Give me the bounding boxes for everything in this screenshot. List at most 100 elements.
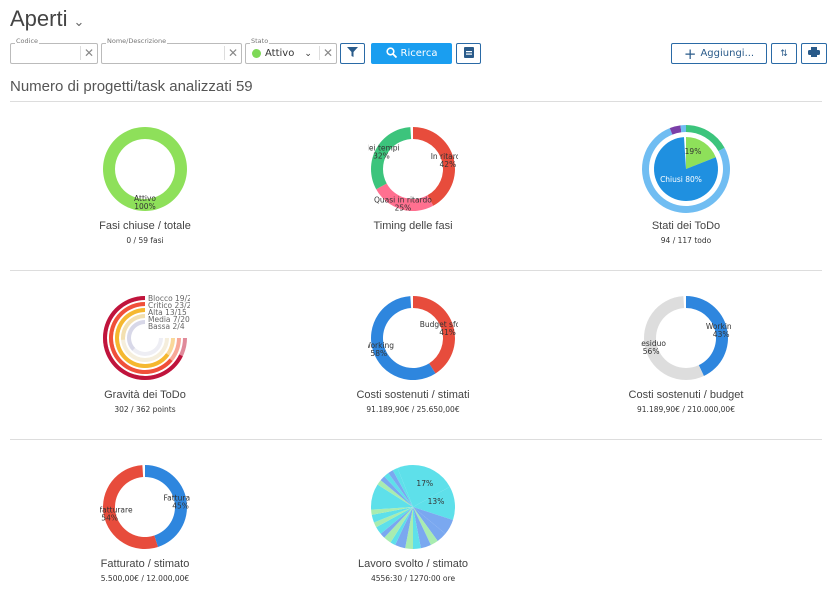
chart-slice[interactable]: [380, 507, 413, 538]
chart-slice[interactable]: [371, 507, 413, 523]
slice-value: 43%: [713, 330, 730, 339]
chart-slice[interactable]: [686, 137, 716, 169]
search-icon: [385, 46, 397, 61]
chevron-down-icon[interactable]: ⌄: [73, 14, 85, 29]
divider: [10, 439, 822, 440]
filter-button[interactable]: [340, 43, 365, 64]
chart-slice[interactable]: [405, 507, 413, 549]
chart-slice[interactable]: [680, 125, 686, 133]
slice-value: 100%: [134, 202, 155, 211]
chart-slice[interactable]: [686, 125, 725, 152]
slice-label: Chiusi 80%: [660, 175, 702, 184]
chart-slice[interactable]: [371, 484, 413, 510]
slice-value: 58%: [370, 349, 387, 358]
chart-slice[interactable]: [102, 465, 158, 549]
sort-icon: ⇅: [780, 48, 788, 59]
codice-field[interactable]: Codice ✕: [10, 37, 98, 64]
slice-value: 42%: [440, 160, 457, 169]
slice-label: Working: [706, 322, 731, 331]
clear-icon[interactable]: ✕: [318, 46, 333, 60]
slice-label: Nei tempi: [368, 144, 400, 153]
chart-slice[interactable]: [376, 183, 434, 211]
chart-title: Fasi chiuse / totale: [99, 220, 191, 232]
chart-title: Costi sostenuti / stimati: [356, 389, 470, 401]
chart-slice[interactable]: [390, 507, 413, 546]
chart-slice[interactable]: [654, 137, 718, 201]
chevron-down-icon: ⌄: [304, 48, 312, 59]
chart-slice[interactable]: [669, 125, 682, 135]
search-button[interactable]: Ricerca: [371, 43, 452, 64]
chart-slice[interactable]: [384, 507, 413, 543]
sort-button[interactable]: ⇅: [771, 43, 797, 64]
nome-label: Nome/Descrizione: [106, 37, 168, 45]
chart-slice[interactable]: [395, 507, 413, 549]
chart-subtitle: [293, 236, 533, 245]
page-title[interactable]: Aperti ⌄: [10, 6, 84, 32]
legend-item: Critico 23/27: [148, 301, 190, 310]
legend-item: Alta 13/15: [148, 308, 187, 317]
stato-select[interactable]: Stato Attivo ⌄ ✕: [245, 37, 337, 64]
slice-label: Fatturato: [164, 493, 190, 502]
chart-slice[interactable]: [377, 480, 413, 507]
chart-slice[interactable]: [644, 296, 704, 380]
chart-title: Fatturato / stimato: [100, 558, 190, 570]
save-button[interactable]: [456, 43, 481, 64]
codice-label: Codice: [15, 37, 40, 45]
add-button[interactable]: + Aggiungi...: [671, 43, 767, 64]
radial-bar[interactable]: [127, 320, 145, 351]
chart-slice[interactable]: [413, 127, 455, 206]
print-button[interactable]: [801, 43, 827, 64]
legend-item: Bassa 2/4: [148, 322, 185, 331]
chart-slice[interactable]: [413, 296, 455, 374]
slice-label: Quasi in ritardo: [374, 196, 432, 205]
status-dot: [252, 49, 261, 58]
chart-slice[interactable]: [376, 507, 413, 534]
divider: [10, 270, 822, 271]
chart-slice[interactable]: [686, 296, 728, 377]
slice-value: 45%: [172, 501, 189, 510]
chart-slice[interactable]: [384, 473, 413, 507]
chart-card-lavoro: 17% 13% Lavoro svolto / stimato 4556:30 / 1…: [293, 462, 533, 583]
chart-subtitle: 5.500,00€ / 12.000,00€: [100, 574, 190, 583]
chart-slice[interactable]: [371, 127, 412, 190]
chart-slice[interactable]: [413, 507, 438, 546]
slice-label: 17%: [416, 479, 433, 488]
chart-slice[interactable]: [380, 476, 413, 507]
chart-slice[interactable]: [413, 507, 453, 534]
stato-value: Attivo: [265, 48, 295, 59]
chart-slice[interactable]: [413, 507, 421, 549]
nome-field[interactable]: Nome/Descrizione ✕: [101, 37, 242, 64]
chart-slice[interactable]: [413, 465, 450, 507]
chart-title: Timing delle fasi: [373, 220, 453, 232]
chart-slice[interactable]: [392, 467, 413, 507]
radial-bar[interactable]: [121, 314, 145, 340]
chart-slice[interactable]: [371, 507, 413, 515]
legend-item: Media 7/20: [148, 315, 190, 324]
divider: [10, 101, 822, 102]
chart-slice[interactable]: [388, 470, 413, 507]
chart-subtitle: 91.189,90€ / 210.000,00€: [637, 405, 735, 414]
chart-subtitle: 4556:30 / 1270:00 ore: [370, 574, 456, 583]
chart-stati: 19% Chiusi 80%: [642, 125, 730, 213]
chart-slice[interactable]: [373, 507, 413, 528]
chart-slice[interactable]: [145, 465, 187, 547]
chart-title: Stati dei ToDo: [651, 220, 721, 232]
chart-slice[interactable]: [413, 486, 455, 520]
chart-card-costi-budget: Working43% Residuo56% Costi sostenuti / bu…: [566, 293, 806, 414]
chart-costi-stimati: Budget sforato41% Working58%: [368, 296, 458, 380]
plus-icon: +: [683, 44, 697, 63]
clear-icon[interactable]: ✕: [79, 46, 94, 60]
chart-slice[interactable]: [397, 465, 413, 507]
add-label: Aggiungi...: [700, 48, 755, 59]
clear-icon[interactable]: ✕: [223, 46, 238, 60]
chart-card-gravita: Blocco 19/21Critico 23/27Alta 13/15Media…: [25, 293, 265, 414]
chart-slice[interactable]: [371, 296, 436, 380]
radial-bar[interactable]: [108, 302, 173, 374]
chart-slice[interactable]: [413, 507, 446, 541]
slice-label: 19%: [685, 147, 702, 156]
chart-slice[interactable]: [413, 507, 431, 549]
save-icon: [463, 46, 474, 61]
